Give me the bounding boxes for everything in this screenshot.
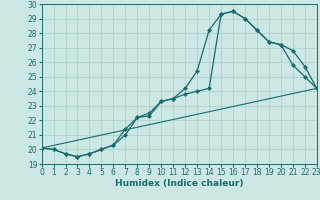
- X-axis label: Humidex (Indice chaleur): Humidex (Indice chaleur): [115, 179, 244, 188]
